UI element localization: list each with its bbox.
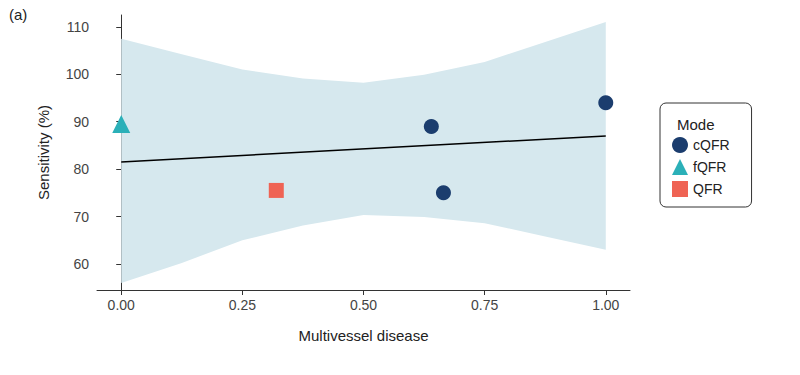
svg-text:fQFR: fQFR [693,159,726,175]
svg-text:80: 80 [73,161,89,177]
svg-text:110: 110 [67,19,90,35]
svg-text:70: 70 [73,209,89,225]
svg-text:Multivessel disease: Multivessel disease [298,327,428,344]
svg-text:0.25: 0.25 [229,297,256,313]
svg-text:QFR: QFR [693,181,723,197]
svg-text:60: 60 [73,256,89,272]
svg-text:Sensitivity (%): Sensitivity (%) [35,105,52,200]
svg-text:1.00: 1.00 [592,297,619,313]
svg-text:0.75: 0.75 [471,297,498,313]
svg-text:Mode: Mode [677,116,715,133]
svg-text:90: 90 [73,114,89,130]
svg-text:(a): (a) [9,6,27,23]
svg-text:100: 100 [66,66,90,82]
svg-text:0.50: 0.50 [350,297,377,313]
svg-text:0.00: 0.00 [108,297,135,313]
svg-text:cQFR: cQFR [693,137,730,153]
